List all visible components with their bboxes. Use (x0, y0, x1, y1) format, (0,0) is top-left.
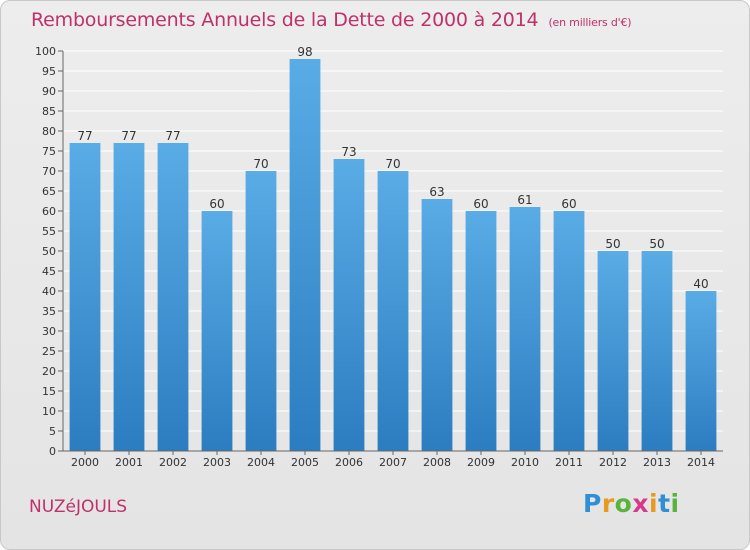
data-label: 70 (253, 157, 268, 171)
bar (113, 143, 145, 451)
y-tick-label: 90 (42, 85, 56, 98)
y-tick-label: 85 (42, 105, 56, 118)
chart-title-text: Remboursements Annuels de la Dette de 20… (31, 9, 539, 31)
y-tick-label: 80 (42, 125, 56, 138)
y-tick-label: 5 (49, 425, 56, 438)
bar (641, 251, 673, 451)
y-tick-label: 55 (42, 225, 56, 238)
data-label: 70 (385, 157, 400, 171)
x-tick-label: 2000 (71, 456, 99, 469)
data-label: 77 (121, 129, 136, 143)
logo-letter: P (583, 489, 602, 518)
data-label: 60 (473, 197, 488, 211)
data-label: 50 (649, 237, 664, 251)
chart-subtitle: (en milliers d'€) (548, 16, 632, 29)
x-tick-label: 2013 (643, 456, 671, 469)
y-tick-label: 35 (42, 305, 56, 318)
data-label: 77 (165, 129, 180, 143)
logo-letter: i (649, 489, 659, 518)
data-label: 73 (341, 145, 356, 159)
bars (69, 59, 717, 451)
y-tick-label: 100 (35, 45, 56, 58)
x-tick-label: 2004 (247, 456, 275, 469)
data-label: 40 (693, 277, 708, 291)
data-label: 60 (209, 197, 224, 211)
bar (333, 159, 365, 451)
y-tick-label: 30 (42, 325, 56, 338)
y-tick-label: 75 (42, 145, 56, 158)
y-tick-label: 65 (42, 185, 56, 198)
y-tick-label: 60 (42, 205, 56, 218)
logo-letter: t (658, 489, 671, 518)
y-tick-label: 25 (42, 345, 56, 358)
x-tick-label: 2003 (203, 456, 231, 469)
y-tick-label: 70 (42, 165, 56, 178)
axes: 0 5 10 15 20 25 30 35 40 45 50 55 60 65 70 75 80 85 90 95 10… (35, 45, 723, 469)
bar (201, 211, 233, 451)
bar (509, 207, 541, 451)
x-tick-label: 2009 (467, 456, 495, 469)
data-label: 63 (429, 185, 444, 199)
proxiti-logo: Proxiti (583, 489, 680, 518)
y-tick-label: 20 (42, 365, 56, 378)
x-tick-label: 2014 (687, 456, 715, 469)
data-label: 98 (297, 45, 312, 59)
bar (245, 171, 277, 451)
logo-letter: r (601, 489, 615, 518)
y-tick-label: 45 (42, 265, 56, 278)
y-tick-label: 95 (42, 65, 56, 78)
bar (289, 59, 321, 451)
data-label: 77 (77, 129, 92, 143)
bar (377, 171, 409, 451)
y-tick-label: 15 (42, 385, 56, 398)
logo-letter: i (670, 489, 680, 518)
chart-title: Remboursements Annuels de la Dette de 20… (31, 9, 632, 31)
data-label: 60 (561, 197, 576, 211)
x-tick-label: 2008 (423, 456, 451, 469)
data-label: 61 (517, 193, 532, 207)
data-label: 50 (605, 237, 620, 251)
x-tick-label: 2005 (291, 456, 319, 469)
bar (465, 211, 497, 451)
bar (421, 199, 453, 451)
y-tick-label: 50 (42, 245, 56, 258)
x-tick-label: 2011 (555, 456, 583, 469)
bar (685, 291, 717, 451)
x-tick-label: 2012 (599, 456, 627, 469)
labels: 77 77 77 60 70 98 73 70 63 60 61 60 50 50 40 (77, 45, 708, 291)
x-tick-label: 2007 (379, 456, 407, 469)
bar (157, 143, 189, 451)
x-tick-label: 2001 (115, 456, 143, 469)
bar (553, 211, 585, 451)
bar (69, 143, 101, 451)
x-tick-label: 2002 (159, 456, 187, 469)
x-tick-label: 2010 (511, 456, 539, 469)
y-tick-label: 0 (49, 445, 56, 458)
y-tick-label: 10 (42, 405, 56, 418)
x-tick-label: 2006 (335, 456, 363, 469)
y-tick-label: 40 (42, 285, 56, 298)
logo-letter: o (614, 489, 633, 518)
bar (597, 251, 629, 451)
logo-letter: x (632, 489, 649, 518)
commune-name: NUZéJOULS (29, 497, 128, 517)
